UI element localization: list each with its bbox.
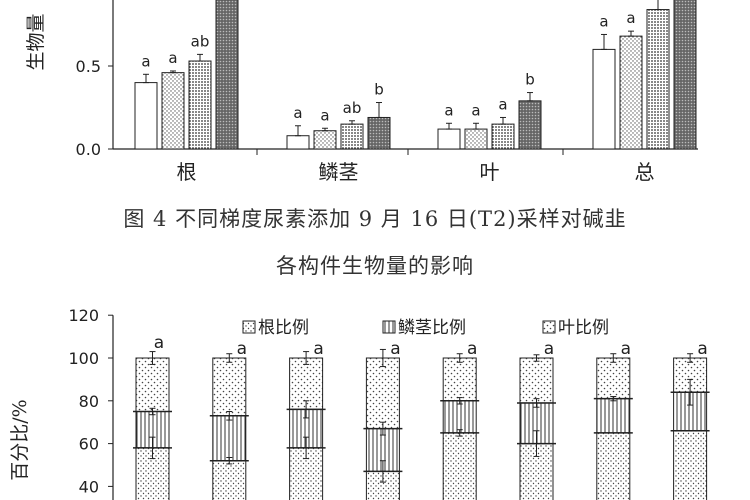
- bar: [464, 128, 488, 150]
- y-tick-label: 0.5: [76, 57, 101, 76]
- significance-label: a: [697, 339, 707, 359]
- significance-label: a: [320, 106, 329, 124]
- leaf-segment: [519, 357, 554, 404]
- leaf-segment: [596, 357, 631, 400]
- bar: [673, 0, 697, 150]
- bar: [188, 60, 212, 150]
- significance-label: a: [467, 339, 477, 359]
- leaf-segment: [135, 357, 170, 412]
- bulb-segment: [442, 400, 477, 434]
- significance-label: a: [621, 339, 631, 359]
- significance-label: b: [374, 81, 384, 99]
- bar: [286, 135, 310, 150]
- legend-swatch: [542, 320, 556, 334]
- category-label: 根: [177, 160, 197, 184]
- bar: [646, 9, 670, 150]
- bar: [161, 72, 185, 150]
- figure-caption-line1: 图 4 不同梯度尿素添加 9 月 16 日(T2)采样对碱韭: [123, 207, 627, 231]
- y-axis-title: 生物量: [25, 13, 47, 70]
- y-tick-label: 0.0: [76, 140, 101, 159]
- y-tick-label: 60: [79, 435, 99, 454]
- y-tick-label: 80: [79, 392, 99, 411]
- bar: [491, 123, 515, 150]
- leaf-segment: [442, 357, 477, 402]
- bar: [313, 130, 337, 150]
- significance-label: a: [168, 49, 177, 67]
- y-tick-label: 120: [68, 306, 99, 325]
- significance-label: a: [599, 12, 608, 30]
- y-tick-label: 100: [68, 349, 99, 368]
- root-segment: [442, 432, 477, 500]
- y-axis-title: 百分比/%: [9, 399, 31, 480]
- bar: [518, 100, 542, 150]
- significance-label: ab: [343, 99, 362, 117]
- legend-swatch: [382, 320, 396, 334]
- legend-label: 叶比例: [558, 318, 609, 338]
- bulb-segment: [212, 415, 247, 462]
- category-label: 鳞茎: [319, 160, 359, 184]
- leaf-segment: [365, 357, 400, 430]
- root-segment: [673, 430, 708, 500]
- root-segment: [212, 460, 247, 500]
- legend-label: 根比例: [258, 318, 309, 338]
- bar: [437, 128, 461, 150]
- root-segment: [596, 432, 631, 500]
- figure-caption-line2: 各构件生物量的影响: [276, 254, 474, 278]
- bar: [340, 123, 364, 150]
- bar: [619, 35, 643, 150]
- leaf-segment: [212, 357, 247, 417]
- significance-label: ab: [191, 32, 210, 50]
- significance-label: b: [525, 71, 535, 89]
- significance-label: a: [237, 339, 247, 359]
- bar: [592, 48, 616, 150]
- significance-label: a: [154, 333, 164, 353]
- significance-label: a: [471, 101, 480, 119]
- significance-label: a: [313, 339, 323, 359]
- significance-label: a: [498, 95, 507, 113]
- category-label: 总: [635, 160, 655, 184]
- significance-label: a: [293, 104, 302, 122]
- significance-label: a: [626, 9, 635, 27]
- bar: [367, 116, 391, 150]
- bar: [134, 82, 158, 150]
- legend-label: 鳞茎比例: [398, 318, 466, 338]
- y-tick-label: 40: [79, 477, 99, 496]
- significance-label: a: [444, 101, 453, 119]
- bulb-segment: [596, 398, 631, 434]
- significance-label: a: [141, 52, 150, 70]
- bar: [215, 0, 239, 150]
- significance-label: a: [544, 339, 554, 359]
- category-label: 叶: [480, 160, 500, 184]
- legend-swatch: [242, 320, 256, 334]
- significance-label: a: [390, 339, 400, 359]
